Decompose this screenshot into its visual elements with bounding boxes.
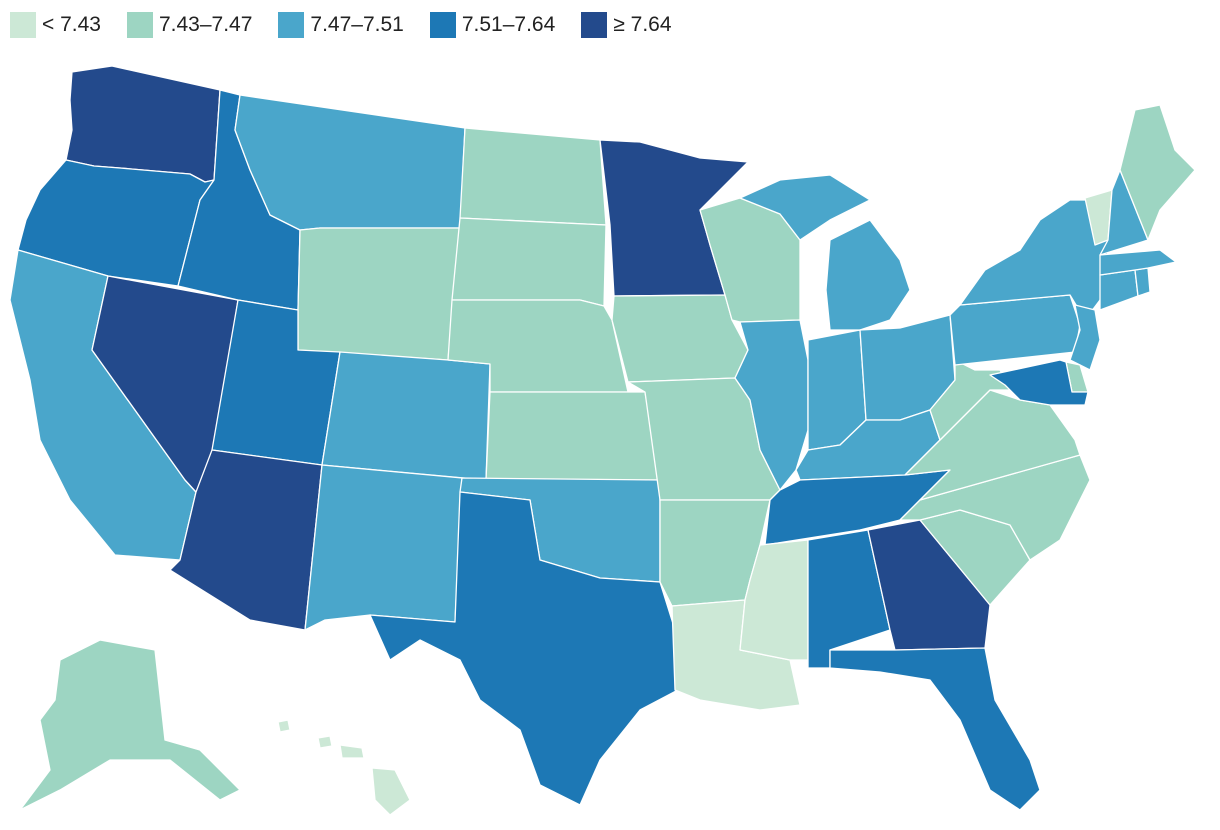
state-ri[interactable] bbox=[1134, 267, 1151, 297]
state-ct[interactable] bbox=[1099, 269, 1139, 311]
state-pa[interactable] bbox=[949, 294, 1081, 366]
state-nj[interactable] bbox=[1069, 304, 1101, 371]
legend-label-4: 7.51–7.64 bbox=[461, 13, 556, 36]
state-nd[interactable] bbox=[459, 127, 607, 226]
state-fl[interactable] bbox=[829, 647, 1041, 811]
legend-item-4: 7.51–7.64 bbox=[429, 12, 556, 38]
state-ks[interactable] bbox=[485, 391, 661, 481]
state-co[interactable] bbox=[321, 351, 491, 481]
legend-item-5: ≥ 7.64 bbox=[581, 12, 672, 38]
state-me[interactable] bbox=[1119, 104, 1196, 241]
legend-swatch-3 bbox=[278, 12, 305, 38]
state-nm[interactable] bbox=[304, 464, 463, 631]
legend-swatch-4 bbox=[429, 12, 456, 38]
legend-item-2: 7.43–7.47 bbox=[126, 12, 253, 38]
state-mt[interactable] bbox=[234, 94, 466, 231]
legend: < 7.43 7.43–7.47 7.47–7.51 7.51–7.64 ≥ 7… bbox=[10, 12, 698, 38]
state-sd[interactable] bbox=[451, 217, 607, 307]
state-mi[interactable] bbox=[739, 174, 911, 331]
state-ak[interactable] bbox=[19, 639, 241, 811]
state-tx[interactable] bbox=[369, 491, 679, 806]
state-ma[interactable] bbox=[1099, 249, 1177, 276]
state-ia[interactable] bbox=[611, 294, 749, 383]
legend-item-1: < 7.43 bbox=[10, 12, 101, 38]
legend-swatch-5 bbox=[581, 12, 608, 38]
state-wy[interactable] bbox=[297, 227, 461, 361]
legend-label-3: 7.47–7.51 bbox=[310, 13, 404, 36]
legend-label-2: 7.43–7.47 bbox=[158, 13, 253, 36]
state-md[interactable] bbox=[989, 359, 1089, 406]
state-hi[interactable] bbox=[277, 719, 411, 816]
state-nh[interactable] bbox=[1099, 169, 1149, 256]
legend-swatch-1 bbox=[10, 12, 36, 38]
legend-item-3: 7.47–7.51 bbox=[278, 12, 404, 38]
legend-swatch-2 bbox=[126, 12, 153, 38]
legend-label-5: ≥ 7.64 bbox=[613, 13, 672, 36]
legend-label-1: < 7.43 bbox=[42, 13, 101, 36]
